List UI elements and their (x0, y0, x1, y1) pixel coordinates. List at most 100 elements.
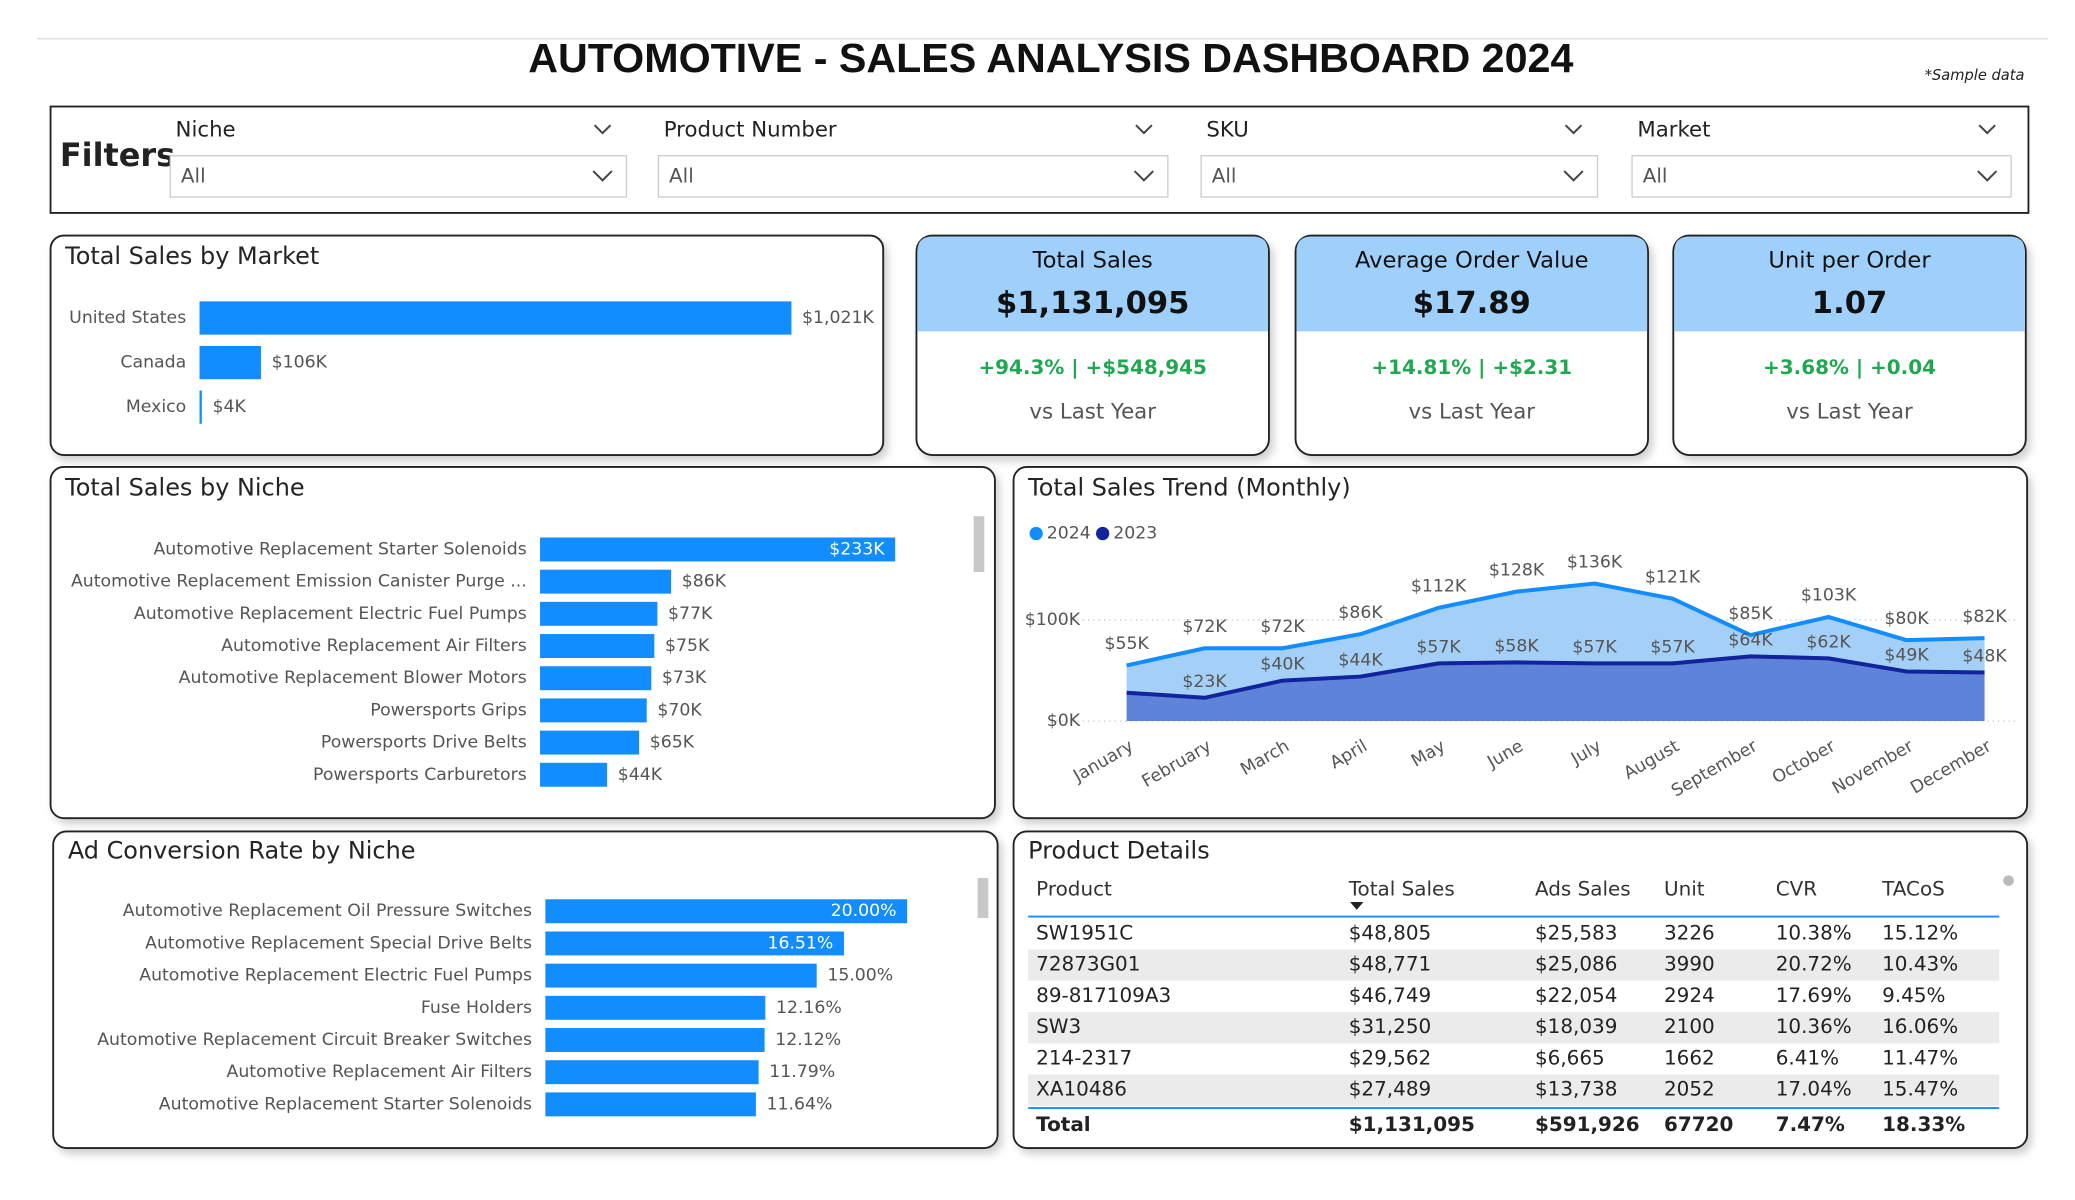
legend-swatch (1096, 526, 1110, 541)
table-cell: 89-817109A3 (1036, 983, 1171, 1007)
scrollbar[interactable] (977, 877, 989, 918)
data-label: $55K (1104, 634, 1149, 654)
table-cell: 10.38% (1776, 920, 1852, 944)
table-cell: 2100 (1664, 1014, 1715, 1038)
category-label: United States (69, 308, 186, 328)
filter-dropdown[interactable] (1200, 155, 1599, 198)
table-cell: 17.04% (1776, 1077, 1852, 1101)
category-label: Automotive Replacement Starter Solenoids (153, 539, 526, 559)
column-header[interactable]: CVR (1776, 876, 1818, 900)
data-label: $72K (1182, 617, 1227, 637)
data-label: $44K (1338, 651, 1383, 671)
filter-dropdown[interactable] (657, 155, 1169, 198)
table-cell: 10.43% (1882, 952, 1958, 976)
data-label: $1,021K (802, 308, 874, 328)
table-cell: $18,039 (1535, 1014, 1617, 1038)
bar (540, 569, 672, 594)
bar (545, 963, 817, 988)
category-label: Automotive Replacement Blower Motors (179, 668, 527, 688)
kpi-comparison: vs Last Year (1409, 399, 1536, 424)
data-label: $72K (1260, 617, 1305, 637)
legend-label: 2024 (1047, 523, 1091, 543)
dashboard-title: AUTOMOTIVE - SALES ANALYSIS DASHBOARD 20… (528, 35, 1573, 81)
table-cell: $46,749 (1349, 983, 1431, 1007)
category-label: Powersports Drive Belts (321, 733, 527, 753)
sort-indicator (1350, 901, 1364, 910)
y-tick-label: $100K (1025, 610, 1081, 630)
data-label: $77K (668, 604, 713, 624)
filter-name: Product Number (664, 117, 837, 142)
data-label: $4K (212, 397, 246, 417)
category-label: Canada (120, 353, 186, 373)
bar (545, 995, 766, 1020)
filter-dropdown[interactable] (1631, 155, 2012, 198)
table-cell: $48,771 (1349, 952, 1431, 976)
data-label: $58K (1494, 636, 1539, 656)
table-cell: $29,562 (1349, 1045, 1431, 1069)
total-cell: 7.47% (1776, 1112, 1845, 1136)
kpi-header (917, 236, 1269, 332)
scrollbar[interactable] (2003, 875, 2014, 886)
chevron (1564, 124, 1583, 135)
column-header[interactable]: TACoS (1881, 876, 1945, 900)
data-label: $65K (650, 733, 695, 753)
kpi-header (1296, 236, 1648, 332)
data-label: $57K (1416, 637, 1461, 657)
row-band (1028, 1074, 2000, 1106)
panel-title: Total Sales Trend (Monthly) (1027, 473, 1350, 501)
legend-swatch (1029, 526, 1043, 541)
kpi-change: +14.81% | +$2.31 (1371, 355, 1572, 379)
bar (545, 931, 845, 956)
bar (540, 601, 658, 626)
data-label: $80K (1884, 609, 1929, 629)
panel-title: Total Sales by Market (64, 242, 319, 270)
category-label: Automotive Replacement Electric Fuel Pum… (139, 966, 532, 986)
chevron (1563, 170, 1584, 182)
data-label: 12.16% (776, 998, 842, 1018)
panel (1012, 830, 2029, 1149)
filter-name: Market (1637, 117, 1710, 142)
data-label: 12.12% (775, 1030, 841, 1050)
table-cell: $6,665 (1535, 1045, 1605, 1069)
data-label: 11.79% (769, 1062, 835, 1082)
chevron (1977, 170, 1998, 182)
data-label: $106K (272, 353, 328, 373)
total-cell: 18.33% (1882, 1112, 1965, 1136)
kpi-header (1674, 236, 2025, 332)
data-label: $48K (1962, 647, 2007, 667)
column-header[interactable]: Product (1036, 876, 1112, 900)
column-header[interactable]: Unit (1664, 876, 1705, 900)
row-band (1028, 1012, 2000, 1044)
filter-name: SKU (1206, 117, 1248, 142)
filter-dropdown[interactable] (169, 155, 628, 198)
data-label: $121K (1645, 567, 1701, 587)
bar (540, 698, 647, 723)
line (1126, 654, 1985, 700)
data-label: $40K (1260, 655, 1305, 675)
scrollbar[interactable] (973, 516, 985, 573)
column-header[interactable]: Ads Sales (1535, 876, 1631, 900)
data-label: $75K (665, 636, 710, 656)
data-label: $112K (1411, 577, 1467, 597)
data-label: $70K (657, 700, 702, 720)
data-label: $44K (618, 765, 663, 785)
table-cell: 3990 (1664, 952, 1715, 976)
bar (545, 1092, 756, 1117)
category-label: Automotive Replacement Oil Pressure Swit… (123, 901, 532, 921)
filters-label: Filters (60, 136, 175, 174)
column-header[interactable]: Total Sales (1348, 876, 1455, 900)
panel-title: Ad Conversion Rate by Niche (68, 836, 416, 864)
kpi-title: Total Sales (1032, 247, 1153, 273)
chevron (593, 124, 612, 135)
bar (540, 762, 608, 787)
data-label: 11.64% (767, 1094, 833, 1114)
table-cell: 214-2317 (1036, 1045, 1132, 1069)
data-label: $57K (1650, 637, 1695, 657)
filter-value: All (181, 164, 206, 188)
kpi-change: +3.68% | +0.04 (1763, 355, 1936, 379)
table-cell: $25,086 (1535, 952, 1617, 976)
table-cell: XA10486 (1036, 1077, 1127, 1101)
table-cell: $22,054 (1535, 983, 1617, 1007)
data-label: $23K (1182, 672, 1227, 692)
bar (199, 390, 202, 424)
